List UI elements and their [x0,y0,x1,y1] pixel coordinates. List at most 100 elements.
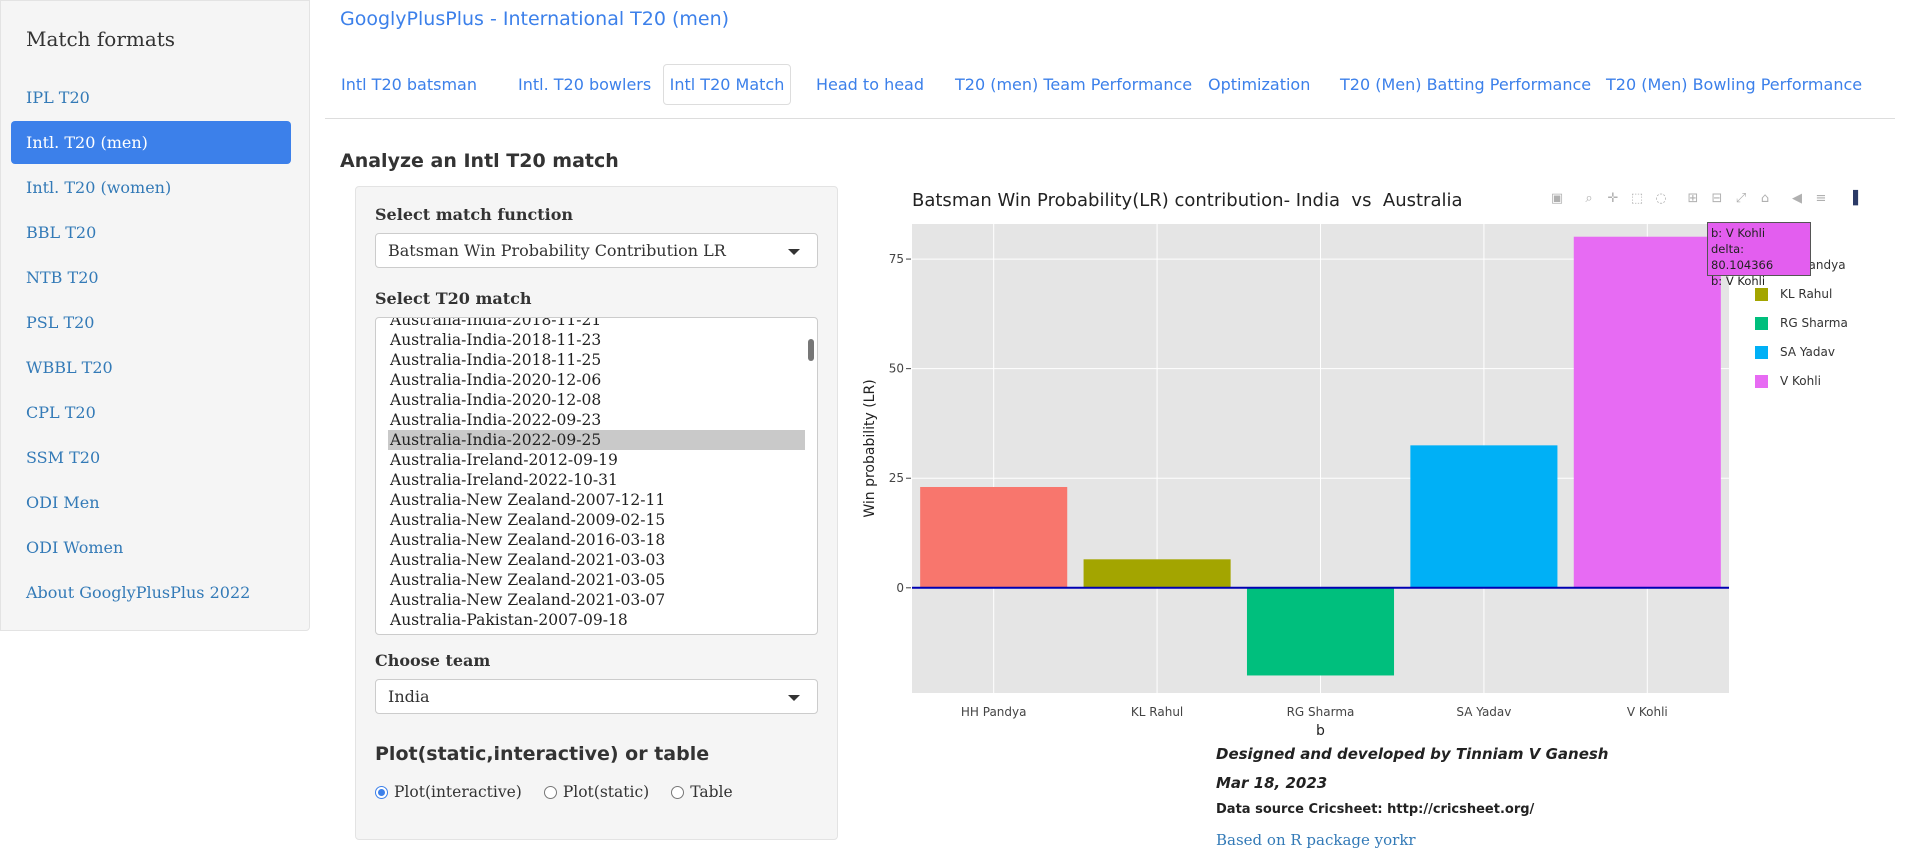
list-item[interactable]: Australia-Ireland-2022-10-31 [390,471,618,489]
x-tick-label: V Kohli [1627,705,1668,719]
listbox-scrollbar[interactable] [808,339,814,361]
team-value: India [388,687,430,706]
y-tick-label: 25 [889,471,904,485]
plot-modebar: ▣ ⌕ ✛ ⬚ ◌ ⊞ ⊟ ⤢ ⌂ ◀ ≡ ▐ [1545,188,1865,208]
box-select-icon[interactable]: ⬚ [1630,190,1644,206]
list-item[interactable]: Australia-New Zealand-2021-03-07 [390,591,666,609]
sidebar-item-intl-t20-women[interactable]: Intl. T20 (women) [26,178,172,197]
x-tick-label: SA Yadav [1456,705,1511,719]
sidebar-item-wbbl-t20[interactable]: WBBL T20 [26,358,113,377]
plotly-logo-icon[interactable]: ▐ [1848,190,1858,206]
chevron-down-icon [788,249,800,255]
legend-item[interactable]: RG Sharma [1755,316,1848,330]
list-item[interactable]: Australia-India-2022-09-23 [390,411,602,429]
legend-swatch [1755,287,1768,301]
autoscale-icon[interactable]: ⤢ [1735,190,1747,206]
sidebar-menu: IPL T20 Intl. T20 (men) Intl. T20 (women… [11,75,291,615]
list-item[interactable]: Australia-Ireland-2012-09-19 [390,451,618,469]
team-label: Choose team [375,651,491,670]
sidebar-item-psl-t20[interactable]: PSL T20 [26,313,95,332]
legend-label: RG Sharma [1780,316,1848,330]
sidebar-title: Match formats [26,27,176,51]
date-text: Mar 18, 2023 [1216,774,1328,792]
list-item[interactable]: Australia-India-2018-11-21 [390,317,602,329]
list-item[interactable]: Australia-New Zealand-2007-12-11 [390,491,666,509]
legend-item[interactable]: KL Rahul [1755,287,1832,301]
sidebar-item-odi-women[interactable]: ODI Women [26,538,124,557]
zoom-icon[interactable]: ⌕ [1585,190,1593,206]
chart-title: Batsman Win Probability(LR) contribution… [912,190,1463,211]
y-tick-label: 50 [889,362,904,376]
match-function-select[interactable]: Batsman Win Probability Contribution LR [375,233,818,268]
team-select[interactable]: India [375,679,818,714]
radio-plot-interactive[interactable]: Plot(interactive) [375,783,522,801]
list-item[interactable]: Australia-Pakistan-2007-09-18 [390,611,628,629]
tab-head-to-head[interactable]: Head to head [816,75,925,94]
sidebar-item-ssm-t20[interactable]: SSM T20 [26,448,101,467]
plot-type-heading: Plot(static,interactive) or table [375,743,710,765]
x-tick-label: KL Rahul [1131,705,1183,719]
pan-icon[interactable]: ✛ [1607,190,1619,206]
sidebar-item-bbl-t20[interactable]: BBL T20 [26,223,97,242]
x-tick-label: HH Pandya [961,705,1027,719]
yorkr-link[interactable]: Based on R package yorkr [1216,831,1416,849]
sidebar-item-ipl-t20[interactable]: IPL T20 [26,88,90,107]
radio-unchecked-icon [671,785,685,799]
tab-bowling-performance[interactable]: T20 (Men) Bowling Performance [1606,75,1863,94]
input-panel: Select match function Batsman Win Probab… [355,186,838,840]
match-function-label: Select match function [375,205,573,224]
tab-optimization[interactable]: Optimization [1208,75,1311,94]
list-item[interactable]: Australia-New Zealand-2021-03-05 [390,571,666,589]
list-item[interactable]: Australia-India-2018-11-23 [390,331,602,349]
legend-item[interactable]: SA Yadav [1755,345,1835,359]
list-item[interactable]: Australia-New Zealand-2009-02-15 [390,511,666,529]
sidebar-item-intl-t20-men[interactable]: Intl. T20 (men) [11,121,291,164]
sidebar-item-cpl-t20[interactable]: CPL T20 [26,403,96,422]
camera-icon[interactable]: ▣ [1550,190,1564,206]
radio-checked-icon [375,785,388,799]
bar-chart[interactable]: 0 25 50 75 HH Pandya KL Rahul RG Sharma SA Yada… [860,210,1820,750]
tooltip-line: delta: 80.104366 [1711,242,1774,272]
y-tick-label: 0 [896,581,904,595]
tab-intl-t20-batsman[interactable]: Intl T20 batsman [341,75,477,94]
list-item[interactable]: Australia-India-2018-11-25 [390,351,602,369]
sidebar-item-about[interactable]: About GooglyPlusPlus 2022 [26,583,251,602]
sidebar-item-odi-men[interactable]: ODI Men [26,493,100,512]
legend-item[interactable]: V Kohli [1755,374,1821,388]
zoom-out-icon[interactable]: ⊟ [1711,190,1723,206]
legend-swatch [1755,345,1768,359]
bar [1573,236,1721,588]
list-item[interactable]: Australia-New Zealand-2021-03-03 [390,551,666,569]
legend-label: KL Rahul [1780,287,1833,301]
hover-tooltip: b: V Kohli delta: 80.104366 b: V Kohli [1707,222,1811,288]
radio-table[interactable]: Table [671,783,733,801]
tooltip-line: b: V Kohli [1711,274,1766,288]
radio-unchecked-icon [543,785,557,799]
zoom-in-icon[interactable]: ⊞ [1687,190,1699,206]
plot-type-radio-group: Plot(interactive) Plot(static) Table [375,783,733,801]
sidebar-item-ntb-t20[interactable]: NTB T20 [26,268,99,287]
hover-compare-icon[interactable]: ≡ [1815,190,1827,206]
list-item-selected[interactable]: Australia-India-2022-09-25 [388,430,805,450]
list-item[interactable]: Australia-India-2020-12-06 [390,371,602,389]
radio-label: Plot(static) [562,783,650,801]
reset-axes-icon[interactable]: ⌂ [1760,190,1770,206]
list-item[interactable]: Australia-New Zealand-2016-03-18 [390,531,666,549]
list-item[interactable]: Australia-India-2020-12-08 [390,391,602,409]
x-axis-label: b [1316,723,1325,739]
chevron-down-icon [788,695,800,701]
data-source-text: Data source Cricsheet: http://cricsheet.… [1216,802,1535,817]
tab-intl-t20-bowlers[interactable]: Intl. T20 bowlers [518,75,652,94]
tab-team-performance[interactable]: T20 (men) Team Performance [955,75,1193,94]
legend-swatch [1755,374,1768,388]
tab-intl-t20-match[interactable]: Intl T20 Match [663,64,791,105]
match-listbox[interactable]: Australia-India-2018-11-21 Australia-Ind… [375,317,818,635]
section-title: Analyze an Intl T20 match [340,150,619,172]
bar [920,486,1068,588]
radio-label: Table [690,783,733,801]
lasso-icon[interactable]: ◌ [1655,190,1667,206]
radio-plot-static[interactable]: Plot(static) [543,783,650,801]
hover-closest-icon[interactable]: ◀ [1792,190,1802,206]
match-function-value: Batsman Win Probability Contribution LR [388,241,726,260]
tab-batting-performance[interactable]: T20 (Men) Batting Performance [1340,75,1592,94]
